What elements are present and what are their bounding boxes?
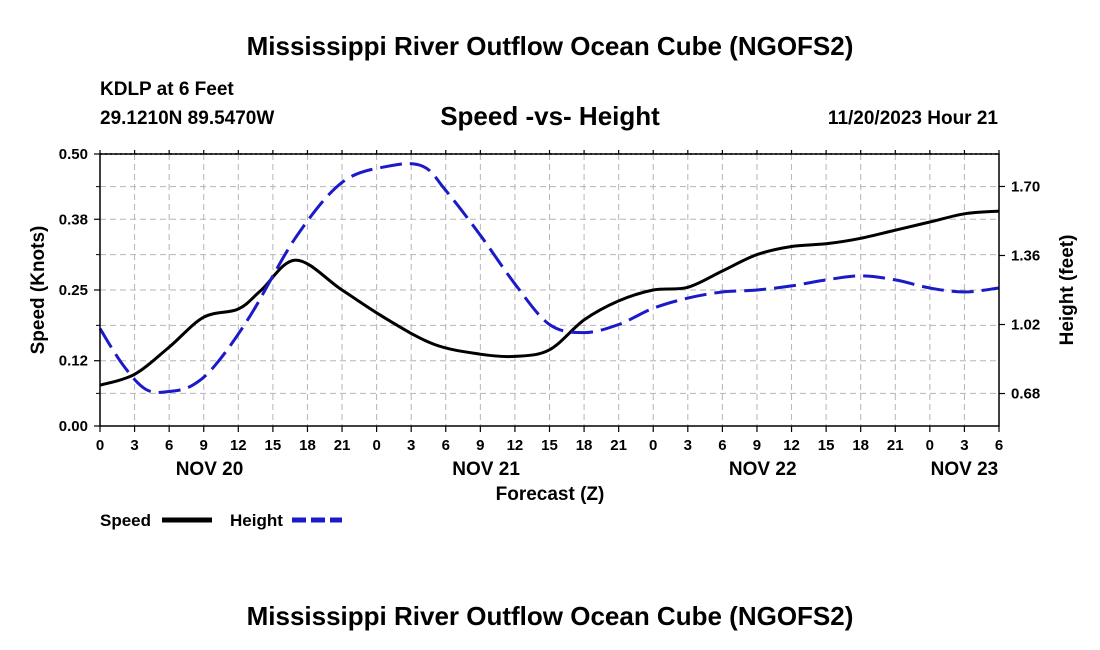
- x-date-label: NOV 22: [729, 459, 797, 480]
- x-tick-label: 12: [507, 437, 524, 454]
- x-tick-label: 0: [372, 437, 380, 454]
- x-tick-label: 18: [852, 437, 869, 454]
- x-tick-label: 21: [334, 437, 351, 454]
- y-right-tick-label: 1.02: [1011, 317, 1040, 334]
- x-tick-label: 3: [407, 437, 415, 454]
- chart-title: Mississippi River Outflow Ocean Cube (NG…: [247, 31, 854, 61]
- x-tick-label: 0: [926, 437, 934, 454]
- y-left-tick-label: 0.25: [59, 282, 88, 299]
- x-tick-label: 6: [442, 437, 450, 454]
- legend-speed-label: Speed: [100, 511, 151, 530]
- y-left-tick-label: 0.50: [59, 146, 88, 163]
- x-tick-label: 3: [130, 437, 138, 454]
- x-tick-label: 0: [649, 437, 657, 454]
- x-date-label: NOV 21: [452, 459, 520, 480]
- x-tick-label: 21: [610, 437, 627, 454]
- x-date-label: NOV 23: [931, 459, 999, 480]
- x-axis-label: Forecast (Z): [496, 484, 605, 505]
- coords-label: 29.1210N 89.5470W: [100, 108, 274, 129]
- axes-layer: 0 3 6 9 12 15 18 21 0 3 6 9 12 15 18 21 0 3 6 9 12 15 18 21 0 3 6N…: [59, 146, 1040, 480]
- series-line-speed: [99, 209, 1000, 387]
- x-tick-label: 18: [299, 437, 316, 454]
- x-tick-label: 6: [995, 437, 1003, 454]
- chart-subtitle: Speed -vs- Height: [440, 101, 660, 131]
- y-left-tick-label: 0.38: [59, 211, 88, 228]
- x-date-label: NOV 20: [176, 459, 244, 480]
- x-tick-label: 3: [684, 437, 692, 454]
- y-left-tick-label: 0.00: [59, 418, 88, 435]
- station-label: KDLP at 6 Feet: [100, 79, 234, 100]
- legend-height-label: Height: [230, 511, 283, 530]
- x-tick-label: 6: [165, 437, 173, 454]
- x-tick-label: 9: [753, 437, 761, 454]
- legend: Speed Height: [100, 511, 342, 530]
- x-tick-label: 12: [230, 437, 247, 454]
- x-tick-label: 0: [96, 437, 104, 454]
- x-tick-label: 12: [783, 437, 800, 454]
- x-tick-label: 9: [476, 437, 484, 454]
- x-tick-label: 18: [576, 437, 593, 454]
- footer-title: Mississippi River Outflow Ocean Cube (NG…: [247, 601, 854, 631]
- y-right-tick-label: 1.36: [1011, 247, 1040, 264]
- series-line-height: [98, 162, 1000, 394]
- y-left-tick-label: 0.12: [59, 353, 88, 370]
- x-tick-label: 3: [960, 437, 968, 454]
- y-right-tick-label: 1.70: [1011, 178, 1040, 195]
- datetime-label: 11/20/2023 Hour 21: [828, 108, 998, 129]
- y-axis-right-label: Height (feet): [1057, 235, 1078, 346]
- y-axis-left-label: Speed (Knots): [28, 226, 49, 355]
- series-layer: [98, 162, 1000, 394]
- x-tick-label: 15: [265, 437, 282, 454]
- x-tick-label: 15: [818, 437, 835, 454]
- x-tick-label: 6: [718, 437, 726, 454]
- x-tick-label: 21: [887, 437, 904, 454]
- y-right-tick-label: 0.68: [1011, 386, 1040, 403]
- x-tick-label: 9: [200, 437, 208, 454]
- x-tick-label: 15: [541, 437, 558, 454]
- grid-lines: [100, 154, 999, 426]
